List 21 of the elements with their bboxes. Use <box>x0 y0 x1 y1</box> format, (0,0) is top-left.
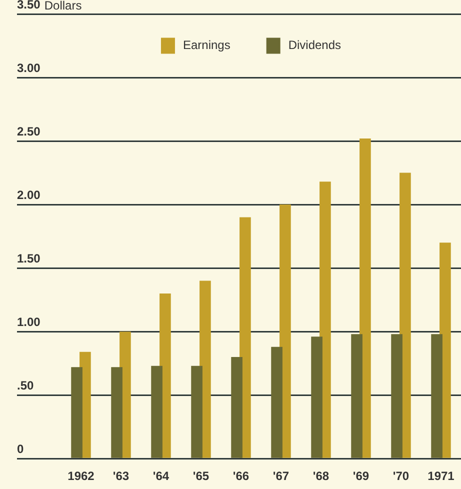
y-tick-label: 2.00 <box>17 188 41 202</box>
y-tick-label: 3.50 <box>17 0 41 12</box>
x-tick-label: '67 <box>272 469 290 484</box>
y-axis-title: Dollars <box>44 0 82 12</box>
y-tick-label: 0 <box>17 442 24 456</box>
y-tick-label: 1.00 <box>17 314 41 329</box>
x-tick-label: '65 <box>192 469 210 484</box>
x-tick-label: '66 <box>232 469 250 484</box>
x-tick-label: '63 <box>112 469 130 484</box>
x-tick-label: '69 <box>352 469 370 484</box>
legend-label: Earnings <box>182 38 230 52</box>
x-tick-label: 1971 <box>428 469 455 484</box>
x-tick-label: 1962 <box>68 469 95 484</box>
x-tick-label: '70 <box>392 469 410 484</box>
y-tick-label: 3.00 <box>17 60 41 75</box>
y-tick-label: 2.50 <box>17 124 41 138</box>
x-tick-label: '64 <box>152 469 170 484</box>
legend-label: Dividends <box>288 38 342 52</box>
x-tick-label: '68 <box>312 469 330 484</box>
y-tick-label: .50 <box>17 378 34 392</box>
y-tick-label: 1.50 <box>17 251 41 266</box>
